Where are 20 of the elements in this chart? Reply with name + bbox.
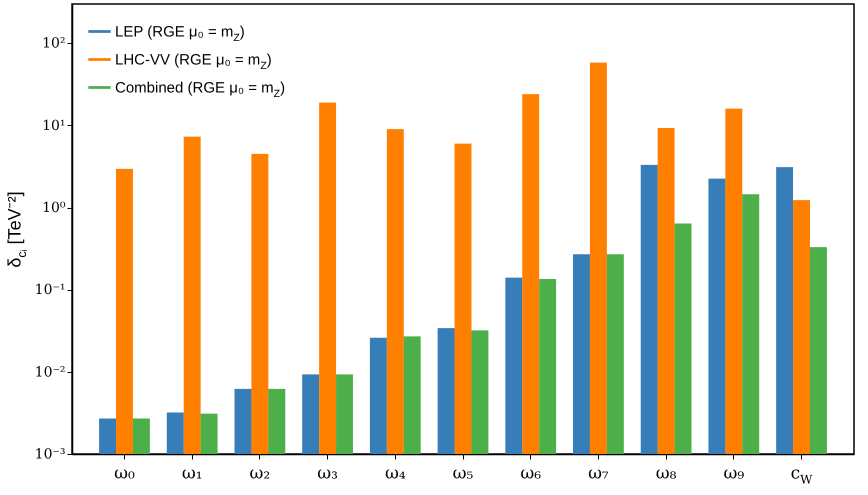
legend-label: LHC-VV (RGE μ₀ = m$_{Z}$) [115,52,272,72]
y-tick-label: 10⁻³ [34,446,66,462]
y-tick-label: 10⁻² [34,364,66,380]
legend-label: Combined (RGE μ₀ = m$_{Z}$) [115,80,286,100]
x-tick-label: ω₄ [384,464,406,484]
x-tick-label: ω₉ [723,464,744,484]
x-tick-label: ω₁ [182,464,203,484]
legend-label: LEP (RGE μ₀ = m$_{Z}$) [115,24,245,44]
y-tick-label: 10² [42,36,66,52]
x-tick-label: ω₆ [520,464,542,484]
x-tick-label: ω₀ [114,464,135,484]
x-tick-label: ω₈ [656,464,677,484]
y-tick-label: 10⁰ [42,200,66,216]
x-tick-label: ω₃ [317,464,338,484]
x-tick-label: ω₅ [452,464,474,484]
x-tick-label: ω₂ [250,464,270,484]
y-tick-label: 10¹ [42,118,66,134]
x-tick-label: ω₇ [588,464,609,484]
x-tick-label: c$_{W}$ [790,464,814,487]
y-tick-label: 10⁻¹ [34,282,66,298]
